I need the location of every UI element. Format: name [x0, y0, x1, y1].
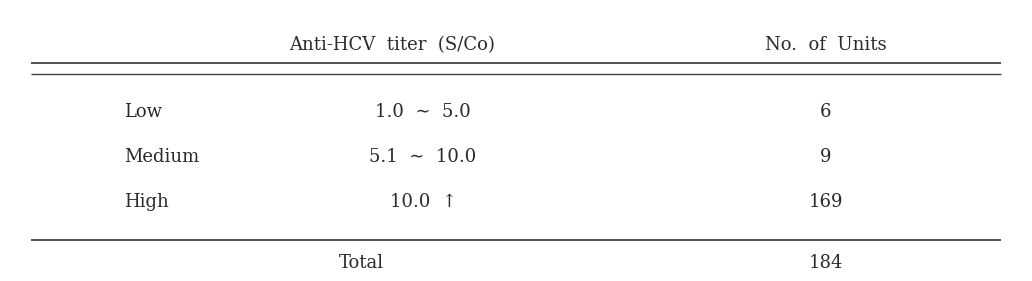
- Text: 10.0  ↑: 10.0 ↑: [390, 193, 456, 211]
- Text: 169: 169: [808, 193, 843, 211]
- Text: 1.0  ∼  5.0: 1.0 ∼ 5.0: [376, 103, 471, 121]
- Text: Low: Low: [124, 103, 162, 121]
- Text: 5.1  ∼  10.0: 5.1 ∼ 10.0: [369, 148, 477, 166]
- Text: 6: 6: [819, 103, 832, 121]
- Text: Total: Total: [338, 254, 384, 272]
- Text: Anti-HCV  titer  (S/Co): Anti-HCV titer (S/Co): [289, 36, 495, 54]
- Text: High: High: [124, 193, 168, 211]
- Text: 184: 184: [808, 254, 843, 272]
- Text: 9: 9: [819, 148, 832, 166]
- Text: No.  of  Units: No. of Units: [765, 36, 886, 54]
- Text: Medium: Medium: [124, 148, 199, 166]
